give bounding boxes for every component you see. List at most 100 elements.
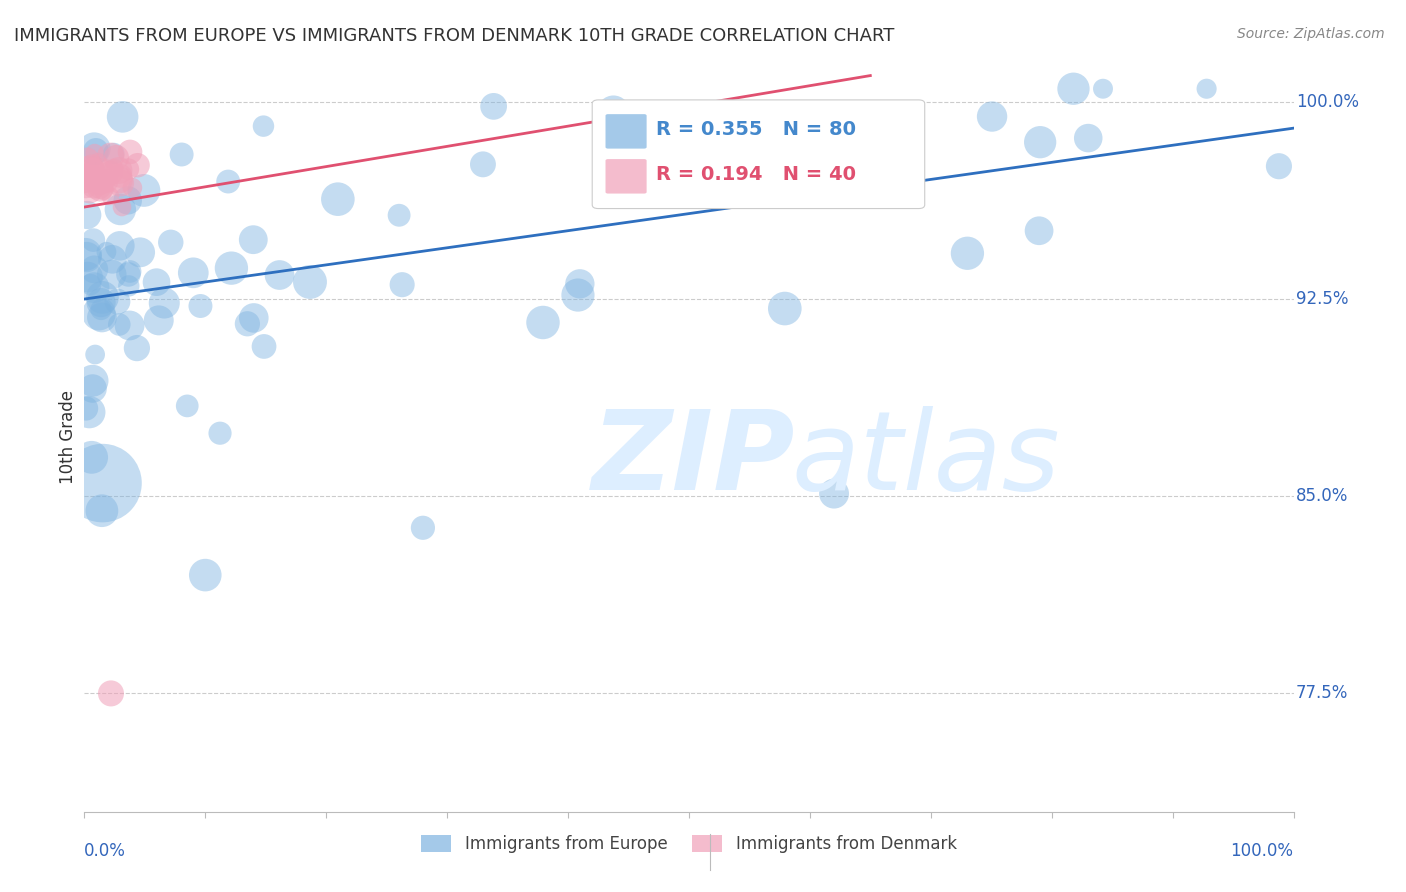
Point (100, 149, 122, 163)
Point (75, 169, 97, 183)
Point (103, 161, 125, 176)
Point (75, 173, 97, 187)
Point (253, 339, 276, 353)
Point (326, 192, 349, 206)
Text: IMMIGRANTS FROM EUROPE VS IMMIGRANTS FROM DENMARK 10TH GRADE CORRELATION CHART: IMMIGRANTS FROM EUROPE VS IMMIGRANTS FRO… (14, 27, 894, 45)
Point (117, 162, 139, 177)
Point (107, 294, 129, 309)
Point (298, 275, 321, 289)
Point (1268, 159, 1291, 173)
Point (121, 180, 143, 194)
Point (391, 277, 413, 292)
Point (1195, 81, 1218, 95)
Point (118, 278, 141, 293)
Point (101, 252, 124, 267)
Point (80, 450, 103, 465)
Point (83, 179, 105, 194)
Point (76, 168, 98, 182)
Point (108, 239, 131, 253)
Point (217, 175, 239, 189)
Point (96, 175, 118, 189)
Point (110, 202, 132, 217)
Point (269, 268, 291, 282)
Point (118, 145, 141, 159)
Point (91, 290, 114, 304)
Point (80, 160, 103, 174)
Point (105, 151, 128, 165)
Point (242, 233, 264, 247)
Point (87, 154, 110, 169)
FancyBboxPatch shape (592, 100, 925, 209)
Point (243, 310, 266, 325)
Point (84, 144, 107, 158)
Point (103, 146, 125, 161)
Point (190, 299, 212, 313)
Point (170, 147, 193, 161)
Point (75, 401, 97, 416)
Point (482, 99, 505, 113)
Point (90, 295, 112, 310)
Point (83, 280, 105, 294)
Text: Source: ZipAtlas.com: Source: ZipAtlas.com (1237, 27, 1385, 41)
Point (100, 686, 122, 700)
Point (1091, 81, 1114, 95)
Point (79, 183, 101, 197)
Point (82, 233, 104, 247)
Point (75, 178, 97, 193)
Point (84, 347, 107, 361)
Point (145, 275, 167, 289)
Point (118, 318, 141, 333)
Point (568, 277, 591, 291)
Point (1062, 81, 1084, 95)
Point (100, 268, 122, 282)
Point (194, 568, 217, 582)
Point (181, 266, 204, 280)
Point (125, 341, 148, 355)
Point (471, 157, 494, 171)
Point (79, 277, 101, 292)
Point (80, 163, 103, 178)
Point (89, 181, 111, 195)
Point (1077, 131, 1099, 145)
Point (773, 301, 796, 316)
Text: 0.0%: 0.0% (84, 842, 127, 860)
Point (83, 175, 105, 189)
Point (76, 158, 98, 172)
Point (83, 145, 105, 160)
Point (120, 264, 142, 278)
Point (981, 110, 1004, 124)
Point (94, 172, 117, 186)
Point (531, 316, 554, 330)
Point (153, 296, 176, 310)
Point (76, 270, 98, 285)
Point (176, 399, 198, 413)
Point (82, 374, 104, 388)
Point (87, 307, 110, 321)
Point (83, 262, 105, 277)
Point (110, 176, 132, 190)
Point (90, 310, 112, 325)
Point (110, 169, 132, 183)
Y-axis label: 10th Grade: 10th Grade (59, 390, 77, 484)
Point (117, 194, 139, 208)
Text: 100.0%: 100.0% (1296, 93, 1360, 111)
Point (75, 247, 97, 261)
Point (127, 158, 149, 172)
Point (252, 119, 274, 133)
Point (1029, 135, 1052, 149)
Point (98, 189, 121, 203)
Point (96, 244, 118, 259)
Point (108, 163, 131, 178)
Point (90, 504, 112, 518)
Point (83, 142, 105, 156)
Text: 100.0%: 100.0% (1230, 842, 1294, 860)
Point (111, 110, 134, 124)
Point (602, 105, 624, 120)
Point (76, 250, 98, 264)
Point (76, 208, 98, 222)
Point (412, 521, 434, 535)
Text: atlas: atlas (792, 406, 1060, 513)
Point (100, 166, 122, 180)
Point (956, 246, 979, 260)
Point (82, 382, 104, 396)
